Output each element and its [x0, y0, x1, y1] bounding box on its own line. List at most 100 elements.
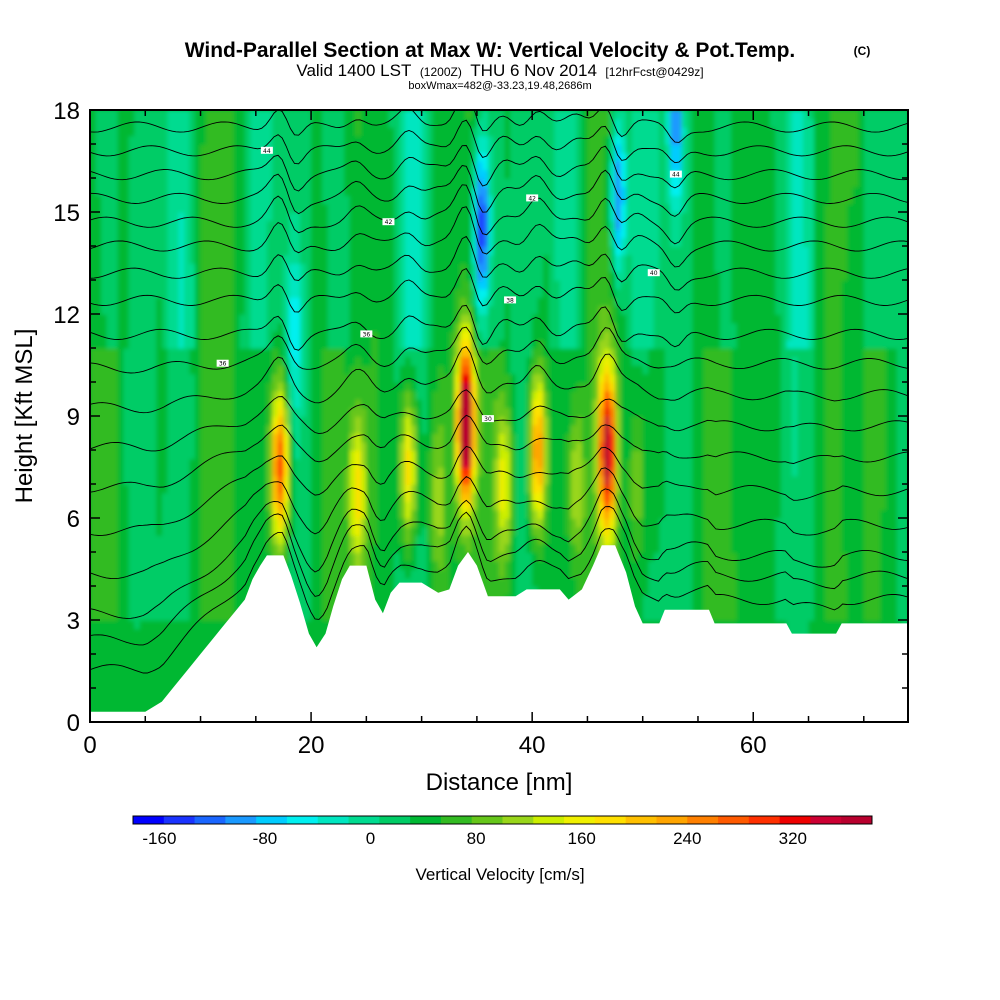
field-cell [371, 484, 379, 494]
field-cell [344, 424, 351, 434]
field-cell [167, 331, 174, 341]
field-cell [416, 322, 423, 332]
field-cell [443, 127, 451, 137]
field-cell [112, 382, 119, 392]
field-cell [288, 254, 296, 264]
field-cell [305, 203, 312, 213]
field-cell [283, 475, 290, 485]
field-cell [311, 229, 318, 239]
field-cell [288, 560, 296, 570]
field-cell [200, 169, 207, 179]
field-cell [217, 127, 224, 137]
field-cell [112, 705, 119, 715]
field-cell [206, 501, 213, 511]
field-cell [95, 110, 102, 120]
field-cell [145, 662, 152, 672]
field-cell [117, 458, 124, 468]
field-cell [95, 280, 102, 290]
field-cell [432, 220, 440, 230]
field-cell [106, 628, 113, 638]
field-cell [244, 518, 252, 528]
field-cell [161, 475, 169, 485]
field-cell [371, 492, 379, 502]
field-cell [150, 263, 158, 273]
field-cell [244, 492, 252, 502]
field-cell [460, 543, 467, 553]
field-cell [106, 484, 113, 494]
field-cell [250, 152, 257, 162]
field-cell [211, 331, 218, 341]
field-cell [416, 458, 423, 468]
field-cell [101, 577, 108, 587]
field-cell [101, 535, 108, 545]
field-cell [211, 416, 218, 426]
field-cell [322, 203, 329, 213]
field-cell [261, 288, 268, 298]
field-cell [161, 458, 169, 468]
field-cell [134, 229, 141, 239]
field-cell [172, 178, 180, 188]
field-cell [161, 263, 169, 273]
field-cell [101, 110, 108, 120]
field-cell [200, 509, 207, 519]
field-cell [311, 484, 318, 494]
field-cell [134, 696, 141, 706]
field-cell [416, 433, 423, 443]
field-cell [322, 339, 329, 349]
field-cell [261, 373, 268, 383]
field-cell [200, 297, 207, 307]
field-cell [393, 518, 401, 528]
field-cell [195, 569, 202, 579]
field-cell [167, 178, 174, 188]
field-cell [405, 135, 412, 145]
field-cell [344, 484, 351, 494]
field-cell [388, 458, 395, 468]
field-cell [449, 237, 456, 247]
field-cell [150, 577, 158, 587]
field-cell [156, 569, 163, 579]
field-cell [95, 450, 102, 460]
field-cell [261, 399, 268, 409]
field-cell [366, 152, 373, 162]
field-cell [393, 169, 401, 179]
field-cell [288, 569, 296, 579]
field-cell [150, 518, 158, 528]
field-cell [211, 594, 218, 604]
field-cell [327, 433, 334, 443]
field-cell [288, 297, 296, 307]
field-cell [233, 348, 241, 358]
field-cell [344, 195, 351, 205]
field-cell [167, 135, 174, 145]
field-cell [200, 246, 207, 256]
field-cell [239, 178, 246, 188]
field-cell [172, 195, 180, 205]
field-cell [277, 127, 285, 137]
field-cell [344, 229, 351, 239]
field-cell [443, 305, 451, 315]
field-cell [377, 254, 384, 264]
field-cell [377, 577, 384, 587]
field-cell [366, 169, 373, 179]
field-cell [250, 229, 257, 239]
field-cell [145, 356, 152, 366]
field-cell [128, 645, 136, 655]
field-cell [228, 297, 235, 307]
field-cell [416, 390, 423, 400]
field-cell [189, 501, 196, 511]
field-cell [90, 492, 97, 502]
field-cell [294, 118, 301, 128]
field-cell [344, 212, 351, 222]
field-cell [316, 484, 323, 494]
field-cell [156, 671, 163, 681]
field-cell [288, 152, 296, 162]
field-cell [172, 441, 180, 451]
field-cell [123, 246, 130, 256]
field-cell [90, 484, 97, 494]
field-cell [300, 365, 307, 375]
field-cell [316, 543, 323, 553]
field-cell [134, 560, 141, 570]
field-cell [189, 288, 196, 298]
field-cell [217, 237, 224, 247]
field-cell [134, 144, 141, 154]
